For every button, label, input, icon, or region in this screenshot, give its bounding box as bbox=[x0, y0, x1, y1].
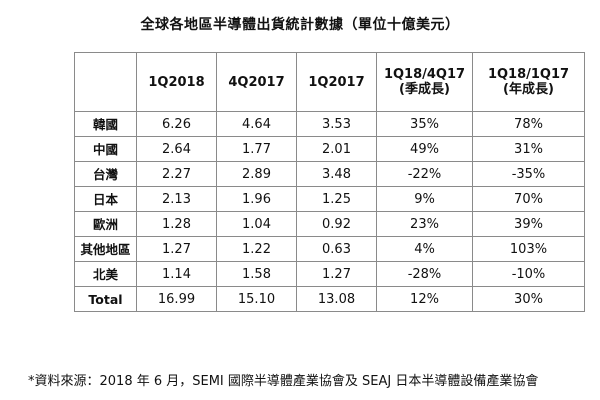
table-cell: 4% bbox=[376, 236, 473, 262]
table-cell: 1.28 bbox=[136, 211, 217, 237]
row-header-cell: 中國 bbox=[74, 136, 137, 162]
row-header-cell: Total bbox=[74, 286, 137, 312]
header-label: 1Q18/4Q17 bbox=[383, 67, 466, 82]
table-cell: 1.25 bbox=[296, 186, 377, 212]
table-cell: 1.96 bbox=[216, 186, 297, 212]
table-cell: 6.26 bbox=[136, 111, 217, 137]
table-row: 中國 2.64 1.77 2.01 49% 31% bbox=[74, 136, 585, 162]
table-cell: 1.58 bbox=[216, 261, 297, 287]
table-cell: -10% bbox=[472, 261, 585, 287]
table-cell: 1.27 bbox=[296, 261, 377, 287]
table-cell: 23% bbox=[376, 211, 473, 237]
row-header-cell: 其他地區 bbox=[74, 236, 137, 262]
table-cell: 16.99 bbox=[136, 286, 217, 312]
header-sublabel: (年成長) bbox=[503, 82, 554, 97]
table-row: 台灣 2.27 2.89 3.48 -22% -35% bbox=[74, 161, 585, 187]
header-cell-4q2017: 4Q2017 bbox=[216, 52, 297, 112]
header-label: 1Q18/1Q17 bbox=[487, 67, 570, 82]
table-cell: 1.22 bbox=[216, 236, 297, 262]
header-label: 1Q2017 bbox=[308, 74, 365, 90]
header-cell-corner bbox=[74, 52, 137, 112]
table-cell: -28% bbox=[376, 261, 473, 287]
table-cell: 35% bbox=[376, 111, 473, 137]
table-cell: 2.13 bbox=[136, 186, 217, 212]
row-header-cell: 歐洲 bbox=[74, 211, 137, 237]
table-cell: 13.08 bbox=[296, 286, 377, 312]
shipment-table-container: 1Q2018 4Q2017 1Q2017 1Q18/4Q17 (季成長) 1Q1… bbox=[74, 52, 585, 312]
table-row: 韓國 6.26 4.64 3.53 35% 78% bbox=[74, 111, 585, 137]
table-row: 北美 1.14 1.58 1.27 -28% -10% bbox=[74, 261, 585, 287]
row-header-cell: 韓國 bbox=[74, 111, 137, 137]
table-row: 其他地區 1.27 1.22 0.63 4% 103% bbox=[74, 236, 585, 262]
header-cell-qoq-growth: 1Q18/4Q17 (季成長) bbox=[376, 52, 473, 112]
table-cell: 78% bbox=[472, 111, 585, 137]
table-cell: 2.27 bbox=[136, 161, 217, 187]
shipment-table: 1Q2018 4Q2017 1Q2017 1Q18/4Q17 (季成長) 1Q1… bbox=[74, 52, 585, 312]
table-cell: 1.77 bbox=[216, 136, 297, 162]
table-cell: 39% bbox=[472, 211, 585, 237]
table-cell: 2.89 bbox=[216, 161, 297, 187]
table-row: 日本 2.13 1.96 1.25 9% 70% bbox=[74, 186, 585, 212]
table-cell: 49% bbox=[376, 136, 473, 162]
table-cell: 9% bbox=[376, 186, 473, 212]
header-cell-1q2018: 1Q2018 bbox=[136, 52, 217, 112]
header-cell-yoy-growth: 1Q18/1Q17 (年成長) bbox=[472, 52, 585, 112]
table-cell: 2.64 bbox=[136, 136, 217, 162]
table-cell: 70% bbox=[472, 186, 585, 212]
header-label: 1Q2018 bbox=[148, 74, 205, 90]
table-cell: -35% bbox=[472, 161, 585, 187]
table-cell: 0.92 bbox=[296, 211, 377, 237]
table-cell: 1.27 bbox=[136, 236, 217, 262]
header-label: 4Q2017 bbox=[228, 74, 285, 90]
table-cell: 30% bbox=[472, 286, 585, 312]
table-row: 歐洲 1.28 1.04 0.92 23% 39% bbox=[74, 211, 585, 237]
table-cell: 2.01 bbox=[296, 136, 377, 162]
page-title: 全球各地區半導體出貨統計數據（單位十億美元） bbox=[140, 17, 460, 33]
table-cell: 3.53 bbox=[296, 111, 377, 137]
table-cell: 15.10 bbox=[216, 286, 297, 312]
table-cell: 1.14 bbox=[136, 261, 217, 287]
header-sublabel: (季成長) bbox=[399, 82, 450, 97]
table-cell: 1.04 bbox=[216, 211, 297, 237]
row-header-cell: 日本 bbox=[74, 186, 137, 212]
table-header-row: 1Q2018 4Q2017 1Q2017 1Q18/4Q17 (季成長) 1Q1… bbox=[74, 52, 585, 112]
table-cell: 103% bbox=[472, 236, 585, 262]
table-cell: 31% bbox=[472, 136, 585, 162]
source-note: *資料來源：2018 年 6 月，SEMI 國際半導體產業協會及 SEAJ 日本… bbox=[28, 374, 539, 389]
row-header-cell: 北美 bbox=[74, 261, 137, 287]
row-header-cell: 台灣 bbox=[74, 161, 137, 187]
table-cell: 3.48 bbox=[296, 161, 377, 187]
header-cell-1q2017: 1Q2017 bbox=[296, 52, 377, 112]
table-cell: -22% bbox=[376, 161, 473, 187]
table-body: 韓國 6.26 4.64 3.53 35% 78% 中國 2.64 1.77 2.01 49% 31%… bbox=[74, 111, 585, 312]
table-row: Total 16.99 15.10 13.08 12% 30% bbox=[74, 286, 585, 312]
table-cell: 4.64 bbox=[216, 111, 297, 137]
table-cell: 0.63 bbox=[296, 236, 377, 262]
table-cell: 12% bbox=[376, 286, 473, 312]
